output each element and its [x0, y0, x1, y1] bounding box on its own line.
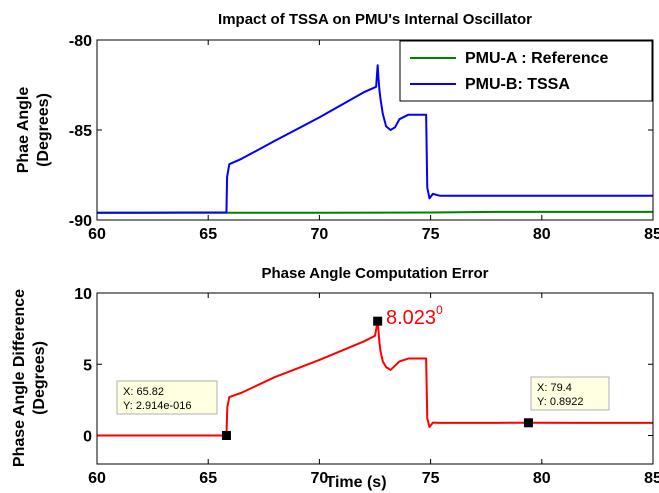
datatip-1-y: Y: 2.914e-016	[123, 400, 192, 412]
bottom-chart: Phase Angle Computation Error Phase Angl…	[11, 265, 659, 491]
bottom-series-line-0	[97, 320, 653, 437]
bottom-y-axis-label-line-1: Phase Angle Difference	[11, 289, 28, 467]
top-x-tick-label: 75	[422, 226, 440, 243]
bottom-plot-frame	[96, 292, 654, 465]
top-y-axis-label-line-2: (Degrees)	[35, 93, 52, 167]
top-y-axis-label-line-1: Phae Angle	[15, 87, 32, 174]
bottom-ticks: 60 65 70 75 80 85 0 5 10	[74, 286, 659, 487]
legend: PMU-A : Reference PMU-B: TSSA	[399, 40, 653, 102]
top-x-tick-label: 80	[533, 226, 551, 243]
datatip-2-box	[530, 376, 610, 411]
peak-callout-value: 8.023	[386, 307, 436, 329]
legend-label-pmu-b: PMU-B: TSSA	[465, 76, 570, 93]
bottom-y-tick-label: 5	[83, 357, 92, 374]
bottom-chart-title: Phase Angle Computation Error	[262, 265, 489, 282]
top-series	[97, 64, 653, 214]
legend-box	[399, 40, 653, 102]
top-y-tick-label: -85	[69, 123, 92, 140]
bottom-x-tick-label: 70	[311, 470, 329, 487]
bottom-y-tick-label: 0	[83, 429, 92, 446]
top-chart-title: Impact of TSSA on PMU's Internal Oscilla…	[218, 11, 532, 28]
datatip-1-x: X: 65.82	[123, 386, 164, 398]
peak-marker	[373, 316, 383, 326]
bottom-x-tick-label: 80	[533, 470, 551, 487]
top-y-axis-label: Phae Angle (Degrees)	[15, 87, 52, 174]
datatip-1: X: 65.82 Y: 2.914e-016	[116, 380, 218, 415]
bottom-x-tick-label: 75	[422, 470, 440, 487]
bottom-y-axis-label-line-2: (Degrees)	[31, 341, 48, 415]
top-x-tick-label: 85	[644, 226, 659, 243]
peak-callout-degree: 0	[436, 303, 443, 317]
datatip-2-y: Y: 0.8922	[537, 396, 584, 408]
peak-callout: 8.0230	[386, 303, 443, 329]
datatip-1-marker	[221, 431, 231, 440]
bottom-y-axis-label: Phase Angle Difference (Degrees)	[11, 289, 48, 467]
series-line-pmu-b-tssa	[97, 64, 653, 214]
datatip-2: X: 79.4 Y: 0.8922	[530, 376, 610, 411]
bottom-x-tick-label: 60	[88, 470, 106, 487]
datatip-2-marker	[523, 418, 533, 428]
top-x-tick-label: 70	[311, 226, 329, 243]
top-x-tick-label: 60	[88, 226, 106, 243]
top-y-tick-label: -80	[69, 33, 92, 50]
legend-label-pmu-a: PMU-A : Reference	[465, 50, 609, 67]
datatip-2-x: X: 79.4	[537, 382, 572, 394]
datatip-1-box	[116, 380, 218, 415]
bottom-annotations: X: 65.82 Y: 2.914e-016 X: 79.4 Y: 0.8922…	[116, 303, 610, 415]
bottom-series	[97, 316, 653, 440]
bottom-x-tick-label: 65	[199, 470, 217, 487]
top-x-tick-label: 65	[199, 226, 217, 243]
bottom-y-tick-label: 10	[74, 286, 92, 303]
bottom-x-axis-label: Time (s)	[325, 474, 386, 491]
top-plot-frame	[96, 39, 654, 221]
bottom-x-tick-label: 85	[644, 470, 659, 487]
top-chart: Impact of TSSA on PMU's Internal Oscilla…	[15, 11, 659, 243]
top-y-tick-label: -90	[69, 213, 92, 230]
